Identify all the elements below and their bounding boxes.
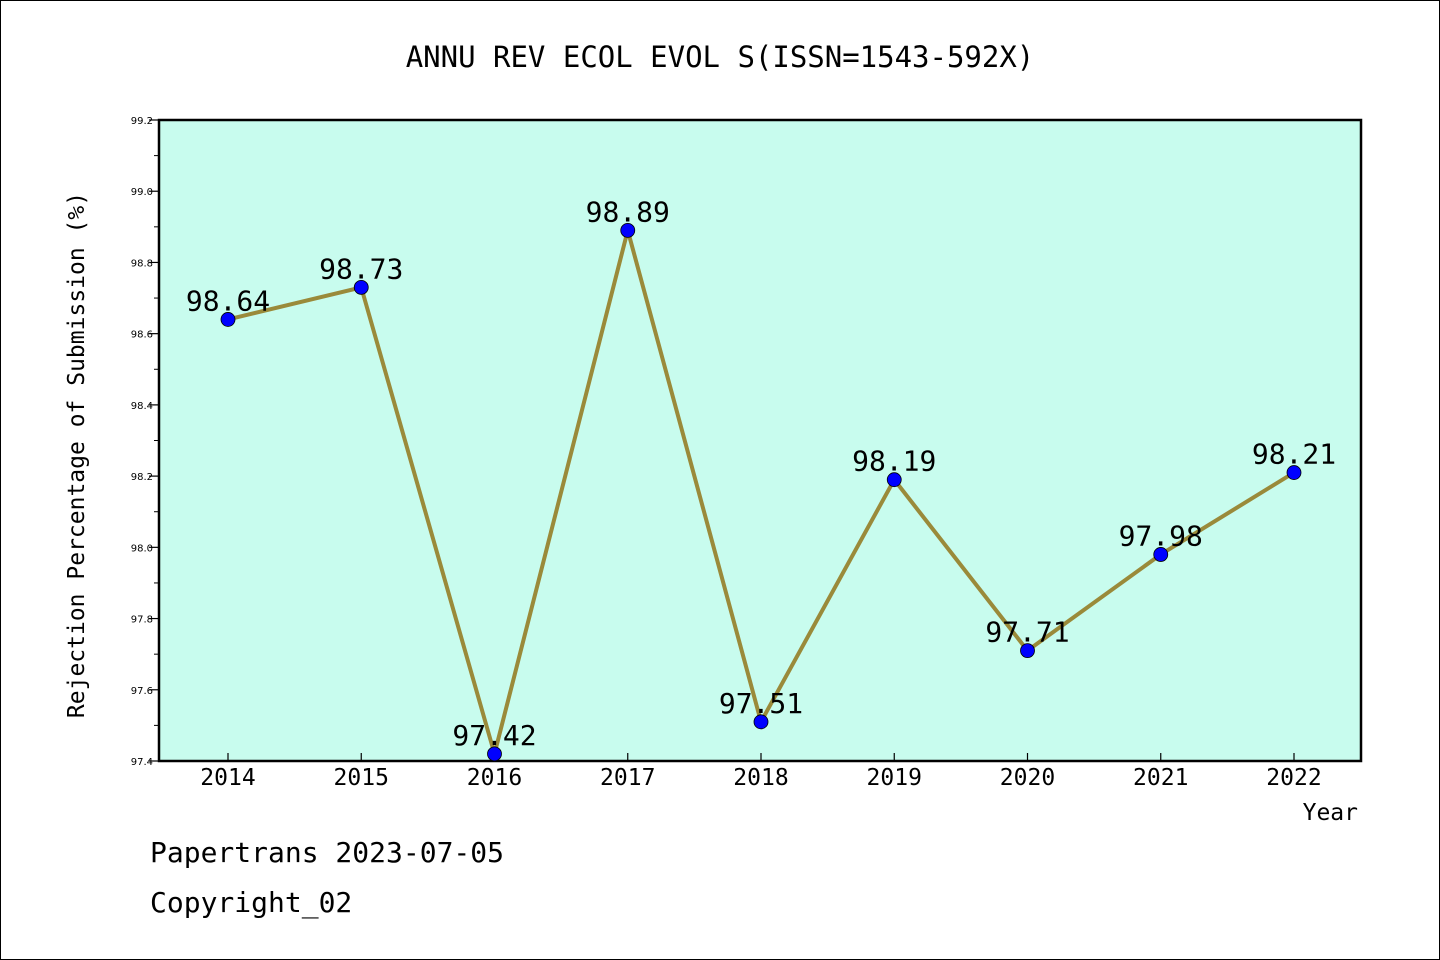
data-point: [1286, 465, 1302, 480]
footer-date: Papertrans 2023-07-05: [150, 836, 505, 869]
y-tick-label: 98.8: [131, 258, 153, 269]
x-axis: 2014 2015 2016 2017 2018 2019 2020 2021 2022: [200, 753, 1322, 791]
y-tick-label: 97.8: [131, 615, 153, 626]
y-tick-label: 99.2: [131, 116, 153, 127]
y-tick-label: 98.0: [131, 543, 153, 554]
data-label: 97.98: [1119, 519, 1203, 552]
y-axis: 97.4 97.6 97.8 98.0 98.2 98.4 98.6 98.8 99.0 99.2: [131, 116, 159, 768]
x-tick-label: 2018: [733, 765, 788, 791]
plot-area: [157, 118, 1363, 763]
chart-title: ANNU REV ECOL EVOL S(ISSN=1543-592X): [406, 40, 1035, 74]
x-tick-label: 2015: [334, 765, 389, 791]
y-tick-label: 98.2: [131, 472, 153, 483]
x-tick-label: 2020: [1000, 765, 1055, 791]
y-tick-label: 97.6: [131, 686, 153, 697]
data-label: 98.21: [1252, 438, 1336, 471]
data-point: [1020, 643, 1035, 659]
y-axis-label: Rejection Percentage of Submission (%): [64, 192, 90, 718]
footer-copyright: Copyright_02: [150, 886, 353, 919]
y-tick-label: 98.4: [131, 401, 153, 412]
x-tick-label: 2016: [467, 765, 522, 791]
x-tick-label: 2021: [1133, 765, 1188, 791]
y-tick-label: 98.6: [131, 330, 153, 341]
x-tick-label: 2014: [200, 765, 255, 791]
y-tick-label: 97.4: [131, 757, 153, 768]
data-point: [1153, 547, 1169, 562]
x-tick-label: 2022: [1266, 765, 1321, 791]
y-tick-label: 99.0: [131, 187, 153, 198]
data-label: 97.42: [452, 719, 536, 752]
x-tick-label: 2019: [867, 765, 922, 791]
data-point: [753, 714, 769, 730]
data-point: [886, 472, 902, 488]
data-label: 98.19: [852, 445, 936, 478]
data-point: [353, 279, 369, 295]
data-point: [487, 746, 502, 762]
data-label: 98.64: [186, 284, 270, 317]
data-point: [620, 222, 636, 238]
x-axis-label: Year: [1303, 800, 1358, 826]
data-label: 98.73: [319, 252, 403, 285]
series-group: 98.64 98.73 97.42 98.89 97.51 98.19 97.71 97.98…: [186, 195, 1336, 762]
data-label: 97.71: [985, 616, 1069, 649]
data-point: [220, 312, 236, 327]
x-tick-label: 2017: [600, 765, 655, 791]
data-label: 98.89: [586, 195, 670, 228]
data-label: 97.51: [719, 687, 803, 720]
